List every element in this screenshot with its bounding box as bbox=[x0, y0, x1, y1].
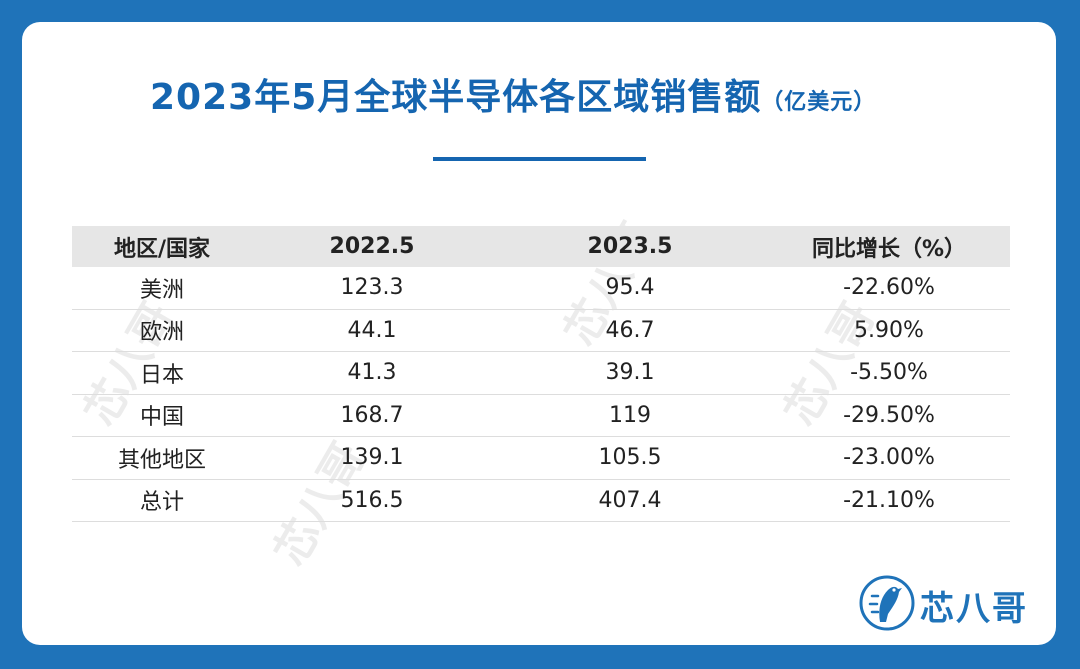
title-unit: （亿美元） bbox=[761, 90, 877, 115]
value-2023-cell: 105.5 bbox=[598, 445, 662, 471]
growth-cell: -22.60% bbox=[843, 275, 935, 301]
table-row: 欧洲 44.1 46.7 5.90% bbox=[72, 310, 1010, 352]
title-underline bbox=[433, 157, 646, 161]
value-2023-cell: 39.1 bbox=[605, 360, 655, 386]
region-cell: 其他地区 bbox=[117, 447, 206, 473]
logo-text: 芯八哥 bbox=[920, 588, 1028, 629]
header-cell: 2023.5 bbox=[587, 234, 673, 259]
region-cell: 中国 bbox=[139, 405, 184, 431]
value-2022-cell: 44.1 bbox=[347, 317, 397, 343]
header-cell: 2022.5 bbox=[329, 234, 415, 259]
growth-cell: 5.90% bbox=[854, 317, 924, 343]
table-row: 日本 41.3 39.1 -5.50% bbox=[72, 352, 1010, 395]
bird-icon bbox=[858, 574, 916, 636]
header-cell: 同比增长（%） bbox=[811, 236, 967, 262]
growth-cell: -23.00% bbox=[843, 445, 935, 471]
growth-cell: -5.50% bbox=[850, 360, 928, 386]
value-2023-cell: 407.4 bbox=[598, 487, 662, 513]
value-2022-cell: 41.3 bbox=[347, 360, 397, 386]
region-cell: 日本 bbox=[139, 362, 184, 388]
table-row: 美洲 123.3 95.4 -22.60% bbox=[72, 267, 1010, 310]
table-row: 中国 168.7 119 -29.50% bbox=[72, 395, 1010, 437]
region-cell: 美洲 bbox=[139, 277, 184, 303]
title-text: 2023年5月全球半导体各区域销售额 bbox=[150, 77, 762, 118]
table-header: 地区/国家 2022.5 2023.5 同比增长（%） bbox=[72, 226, 1010, 267]
growth-cell: -21.10% bbox=[843, 487, 935, 513]
value-2022-cell: 123.3 bbox=[340, 275, 404, 301]
region-cell: 欧洲 bbox=[139, 320, 184, 346]
header-cell: 地区/国家 bbox=[113, 236, 211, 262]
table-row: 其他地区 139.1 105.5 -23.00% bbox=[72, 437, 1010, 480]
value-2023-cell: 46.7 bbox=[605, 317, 655, 343]
content-card bbox=[22, 22, 1056, 645]
value-2022-cell: 516.5 bbox=[340, 487, 404, 513]
growth-cell: -29.50% bbox=[843, 402, 935, 428]
brand-logo: 芯八哥 bbox=[858, 574, 1028, 636]
value-2022-cell: 168.7 bbox=[340, 402, 404, 428]
value-2023-cell: 95.4 bbox=[605, 275, 655, 301]
value-2023-cell: 119 bbox=[609, 402, 651, 428]
value-2022-cell: 139.1 bbox=[340, 445, 404, 471]
page-title: 2023年5月全球半导体各区域销售额（亿美元） bbox=[150, 68, 1030, 120]
sales-table: 地区/国家 2022.5 2023.5 同比增长（%） 美洲 123.3 95.… bbox=[72, 226, 1010, 522]
region-cell: 总计 bbox=[139, 490, 184, 516]
table-row: 总计 516.5 407.4 -21.10% bbox=[72, 480, 1010, 522]
